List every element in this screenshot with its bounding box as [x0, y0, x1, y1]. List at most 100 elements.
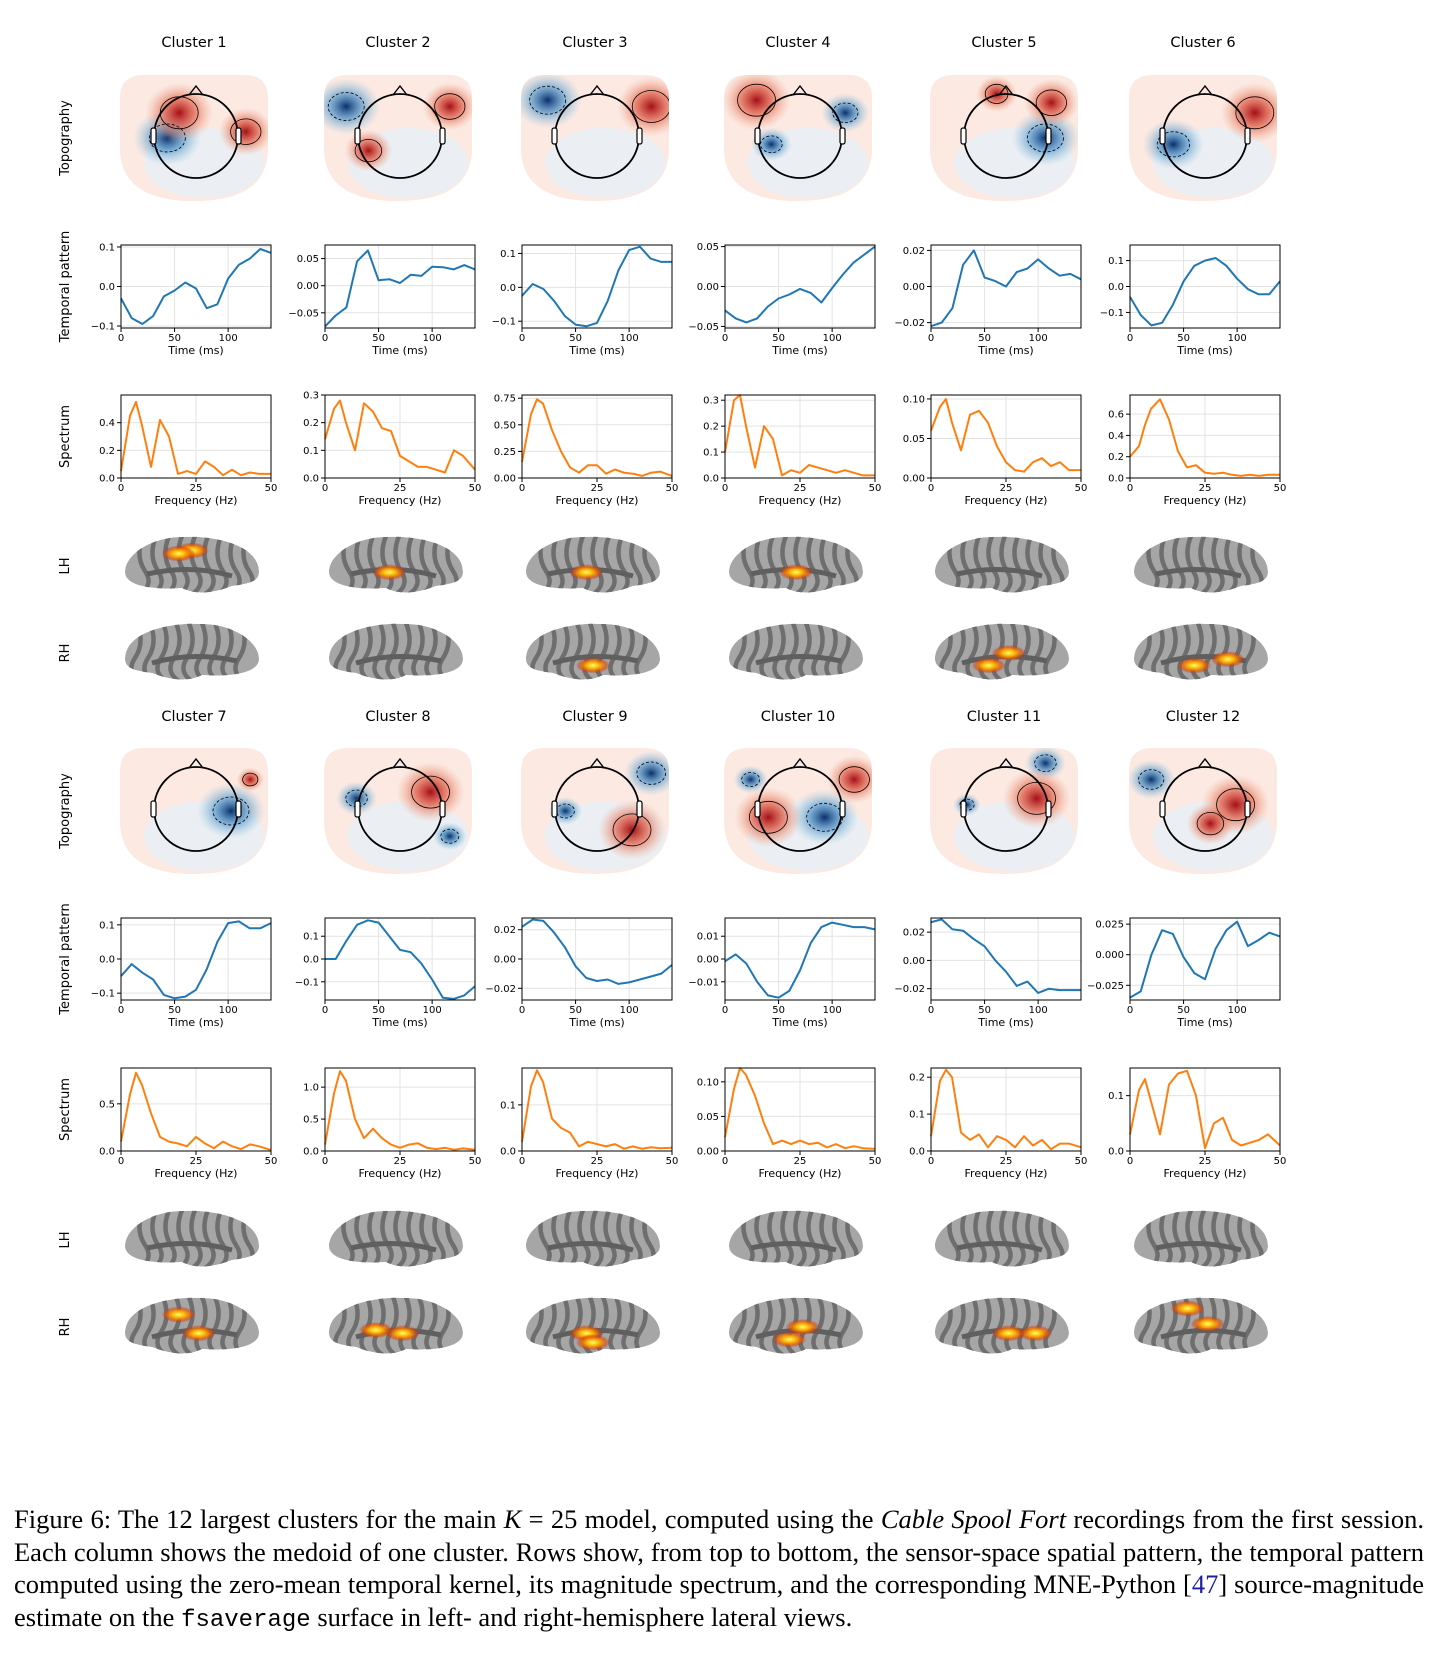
left-ear-marker — [150, 127, 157, 145]
temporal-x-axis-label: Time (ms) — [1176, 1016, 1232, 1029]
temporal-x-tick-label: 0 — [118, 1005, 124, 1016]
temporal-y-tick-label: 0.1 — [500, 249, 516, 260]
spectrum-series-line — [724, 1067, 876, 1150]
dataset-name: Cable Spool Fort — [880, 1504, 1067, 1534]
topography-map — [120, 75, 268, 201]
spectrum-y-tick-label: 0.75 — [494, 394, 516, 405]
topomap-contour — [354, 139, 383, 163]
activation-blob — [1170, 1300, 1205, 1317]
spectrum-chart: 0 25 50 0.0 0.1 Frequency (Hz) — [1108, 1067, 1286, 1180]
topomap-field — [930, 748, 1078, 874]
spectrum-chart: 0 25 50 0.00 0.05 0.10 Frequency (Hz) — [903, 394, 1088, 507]
topomap-contour — [631, 90, 669, 123]
topomap-positive-blob — [396, 762, 465, 823]
rh-brain-view — [935, 623, 1069, 680]
nose-marker — [1197, 757, 1213, 769]
activation-blob — [358, 1322, 393, 1339]
temporal-pattern-chart: 0 50 100 −0.1 0.0 0.1 Time (ms) — [295, 917, 476, 1029]
topomap-positive-blob — [976, 75, 1017, 112]
rh-brain-view — [935, 1297, 1069, 1354]
temporal-series-line — [724, 921, 876, 999]
topomap-positive-blob — [1002, 768, 1071, 829]
spectrum-x-tick-label: 25 — [1000, 1156, 1013, 1167]
temporal-series-line — [324, 249, 476, 328]
temporal-y-tick-label: −0.02 — [485, 984, 516, 995]
topomap-positive-blob — [827, 755, 872, 804]
spectrum-x-tick-label: 0 — [1127, 1156, 1133, 1167]
spectrum-series-line — [521, 1069, 673, 1150]
topomap-field — [1129, 748, 1277, 874]
temporal-x-axis-label: Time (ms) — [167, 344, 223, 357]
spectrum-x-axis-label: Frequency (Hz) — [1164, 1167, 1247, 1180]
temporal-y-tick-label: 0.00 — [297, 281, 319, 292]
topomap-field — [120, 748, 268, 874]
spectrum-chart: 0 25 50 0.0 0.1 0.2 0.3 Frequency (Hz) — [303, 391, 481, 508]
topography-map — [724, 75, 872, 201]
temporal-axes-frame — [1129, 917, 1281, 1001]
topomap-contour — [242, 772, 259, 787]
spectrum-series-line — [930, 398, 1081, 473]
topomap-contour — [1035, 89, 1067, 116]
temporal-y-tick-label: 0.00 — [903, 956, 925, 967]
spectrum-chart: 0 25 50 0.00 0.25 0.50 0.75 Frequency (Hz) — [494, 394, 679, 507]
temporal-pattern-chart: 0 50 100 −0.02 0.00 0.02 Time (ms) — [894, 244, 1082, 357]
temporal-y-tick-label: 0.0 — [99, 282, 115, 293]
spectrum-x-tick-label: 0 — [928, 1156, 934, 1167]
spectrum-x-tick-label: 50 — [469, 1156, 482, 1167]
spectrum-y-tick-label: 0.05 — [697, 1112, 719, 1123]
spectrum-y-tick-label: 0.2 — [909, 1073, 925, 1084]
spectrum-chart: 0 25 50 0.0 0.1 0.2 Frequency (Hz) — [909, 1067, 1087, 1180]
temporal-y-tick-label: −0.1 — [492, 317, 516, 328]
temporal-pattern-chart: 0 50 100 −0.05 0.00 0.05 Time (ms) — [288, 244, 476, 357]
temporal-y-tick-label: 0.00 — [494, 955, 516, 966]
temporal-x-tick-label: 100 — [1228, 333, 1247, 344]
temporal-x-tick-label: 100 — [823, 333, 842, 344]
nose-marker — [188, 757, 204, 769]
temporal-x-tick-label: 100 — [620, 333, 639, 344]
topography-map — [521, 748, 669, 874]
topography-map — [521, 75, 669, 201]
cluster-title: Cluster 11 — [967, 709, 1042, 725]
spectrum-series-line — [1129, 398, 1280, 477]
temporal-y-tick-label: 0.025 — [1095, 920, 1124, 931]
topomap-positive-blob — [218, 107, 268, 156]
temporal-pattern-chart: 0 50 100 −0.02 0.00 0.02 Time (ms) — [894, 917, 1082, 1029]
left-ear-marker — [1159, 800, 1166, 818]
spectrum-x-axis-label: Frequency (Hz) — [965, 1167, 1048, 1180]
temporal-x-tick-label: 100 — [823, 1005, 842, 1016]
sylvian-fissure — [755, 654, 842, 666]
spectrum-x-tick-label: 25 — [190, 483, 203, 494]
citation-link[interactable]: 47 — [1191, 1569, 1219, 1599]
lh-brain-view — [526, 1210, 660, 1267]
topomap-negative-blob — [197, 783, 265, 839]
temporal-x-axis-label: Time (ms) — [568, 1016, 624, 1029]
sylvian-fissure — [151, 654, 238, 666]
temporal-y-tick-label: −0.05 — [288, 308, 319, 319]
topomap-positive-blob — [236, 767, 264, 792]
spectrum-y-tick-label: 0.1 — [909, 1110, 925, 1121]
right-ear-marker — [1045, 800, 1052, 818]
spectrum-x-tick-label: 50 — [1075, 483, 1088, 494]
spectrum-x-tick-label: 25 — [1000, 483, 1013, 494]
temporal-axes-frame — [324, 244, 476, 329]
rh-brain-view — [329, 1297, 463, 1354]
spectrum-y-tick-label: 0.2 — [99, 446, 115, 457]
temporal-pattern-chart: 0 50 100 −0.1 0.0 0.1 Time (ms) — [1100, 244, 1281, 357]
spectrum-x-axis-label: Frequency (Hz) — [759, 494, 842, 507]
topomap-positive-blob — [1220, 82, 1277, 143]
cluster-title: Cluster 10 — [761, 709, 836, 725]
topomap-contour — [1138, 769, 1165, 790]
spectrum-y-tick-label: 0.0 — [1108, 474, 1124, 485]
temporal-y-tick-label: −0.02 — [894, 318, 925, 329]
temporal-y-tick-label: 0.1 — [99, 920, 115, 931]
spectrum-y-tick-label: 0.6 — [1108, 410, 1124, 421]
cluster-title: Cluster 7 — [161, 709, 226, 725]
spectrum-series-line — [324, 399, 476, 474]
spectrum-x-tick-label: 50 — [869, 1156, 882, 1167]
activation-blob — [779, 564, 813, 581]
cluster-column-11: Cluster 11 0 50 100 −0.02 0.00 0.02 Time (ms) 0 2… — [894, 709, 1087, 1354]
spectrum-y-tick-label: 0.1 — [303, 446, 319, 457]
activation-blob — [971, 657, 1006, 674]
temporal-series-line — [930, 918, 1081, 994]
